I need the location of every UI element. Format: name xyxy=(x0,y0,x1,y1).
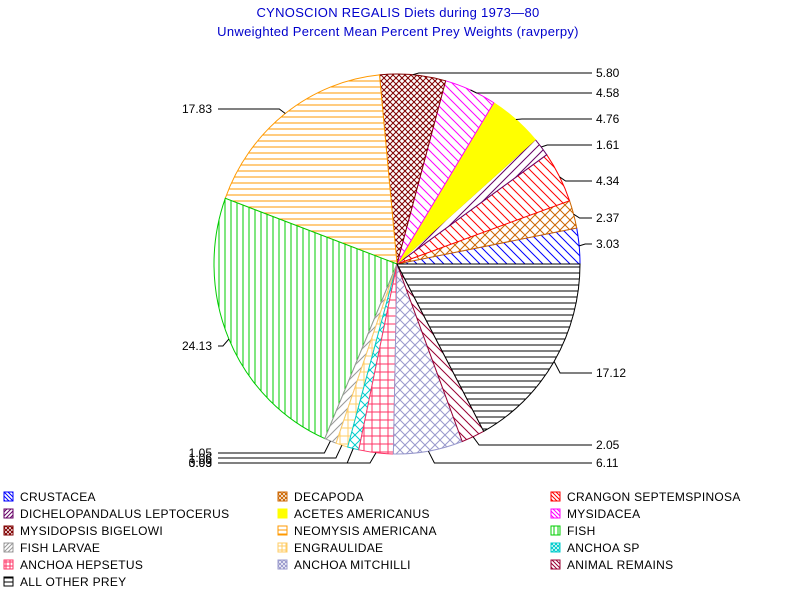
legend-label-fish-larvae: FISH LARVAE xyxy=(20,541,100,555)
legend-swatch-decapoda xyxy=(277,491,288,502)
legend-label-mysidopsis-bigelowi: MYSIDOPSIS BIGELOWI xyxy=(20,524,163,538)
legend-swatch-mysidopsis-bigelowi xyxy=(3,525,14,536)
leader-line-crangon-septemspinosa xyxy=(559,176,592,182)
legend-swatch-crustacea xyxy=(3,491,14,502)
value-label-mysidopsis-bigelowi: 5.80 xyxy=(596,66,620,80)
value-label-crangon-septemspinosa: 4.34 xyxy=(596,174,620,188)
value-label-dichelopandalus-leptocerus: 1.61 xyxy=(596,138,620,152)
legend-label-mysidacea: MYSIDACEA xyxy=(567,507,640,521)
value-label-all-other-prey: 17.12 xyxy=(596,366,626,380)
value-label-decapoda: 2.37 xyxy=(596,211,620,225)
legend-swatch-dichelopandalus-leptocerus xyxy=(3,508,14,519)
leader-line-mysidopsis-bigelowi xyxy=(412,72,592,76)
leader-line-neomysis-americana xyxy=(218,108,286,114)
legend-swatch-anchoa-sp xyxy=(550,542,561,553)
legend-swatch-all-other-prey xyxy=(3,576,14,587)
leader-line-anchoa-sp xyxy=(218,448,354,464)
leader-line-anchoa-mitchilli xyxy=(427,450,592,464)
legend-label-animal-remains: ANIMAL REMAINS xyxy=(567,558,673,572)
legend-swatch-anchoa-hepsetus xyxy=(3,559,14,570)
slice-fish xyxy=(213,197,398,440)
legend-label-fish: FISH xyxy=(567,524,596,538)
legend-swatch-mysidacea xyxy=(550,508,561,519)
leader-line-mysidacea xyxy=(470,89,592,94)
legend-label-decapoda: DECAPODA xyxy=(294,490,364,504)
legend-label-acetes-americanus: ACETES AMERICANUS xyxy=(294,507,430,521)
leader-line-animal-remains xyxy=(472,436,592,446)
slice-all-other-prey xyxy=(396,263,581,433)
value-label-anchoa-sp: 0.99 xyxy=(189,456,213,470)
value-label-engraulidae: 1.06 xyxy=(189,451,213,465)
legend-swatch-anchoa-mitchilli xyxy=(277,559,288,570)
leader-line-engraulidae xyxy=(218,444,343,459)
chart-title: CYNOSCION REGALIS Diets during 1973—80 xyxy=(256,5,539,20)
legend-label-anchoa-sp: ANCHOA SP xyxy=(567,541,640,555)
legend-label-engraulidae: ENGRAULIDAE xyxy=(294,541,383,555)
legend: CRUSTACEA DECAPODA CRANGON SEPTEMSPINOSA DI… xyxy=(3,490,741,589)
pie-slices xyxy=(213,73,581,455)
leader-line-crustacea xyxy=(579,243,592,247)
leader-line-fish-larvae xyxy=(218,440,331,454)
leader-line-decapoda xyxy=(573,213,592,219)
legend-swatch-animal-remains xyxy=(550,559,561,570)
legend-label-crustacea: CRUSTACEA xyxy=(20,490,96,504)
legend-swatch-acetes-americanus xyxy=(277,508,288,519)
value-label-animal-remains: 2.05 xyxy=(596,438,620,452)
legend-label-crangon-septemspinosa: CRANGON SEPTEMSPINOSA xyxy=(567,490,741,504)
legend-swatch-fish-larvae xyxy=(3,542,14,553)
slice-neomysis-americana xyxy=(224,74,398,265)
value-label-anchoa-hepsetus: 3.03 xyxy=(189,456,213,470)
value-label-crustacea: 3.03 xyxy=(596,237,620,251)
value-label-fish-larvae: 1.05 xyxy=(189,446,213,460)
legend-swatch-neomysis-americana xyxy=(277,525,288,536)
leader-line-anchoa-hepsetus xyxy=(218,452,377,464)
legend-swatch-fish xyxy=(550,525,561,536)
legend-label-anchoa-mitchilli: ANCHOA MITCHILLI xyxy=(294,558,411,572)
value-label-acetes-americanus: 4.76 xyxy=(596,112,620,126)
value-label-anchoa-mitchilli: 6.11 xyxy=(596,456,619,470)
value-label-neomysis-americana: 17.83 xyxy=(182,102,212,116)
slice-leader-lines xyxy=(218,72,592,464)
legend-swatch-engraulidae xyxy=(277,542,288,553)
leader-line-fish xyxy=(218,338,230,347)
legend-label-dichelopandalus-leptocerus: DICHELOPANDALUS LEPTOCERUS xyxy=(20,507,229,521)
legend-swatch-crangon-septemspinosa xyxy=(550,491,561,502)
legend-label-all-other-prey: ALL OTHER PREY xyxy=(20,575,126,589)
leader-line-acetes-americanus xyxy=(515,118,592,120)
slice-value-labels: 3.03 2.37 4.34 1.61 4.76 4.58 5.80 17.83 24.13 1.… xyxy=(182,66,626,470)
legend-label-anchoa-hepsetus: ANCHOA HEPSETUS xyxy=(20,558,143,572)
chart-subtitle: Unweighted Percent Mean Percent Prey Wei… xyxy=(217,24,579,39)
leader-line-dichelopandalus-leptocerus xyxy=(541,144,592,148)
value-label-fish: 24.13 xyxy=(182,339,212,353)
value-label-mysidacea: 4.58 xyxy=(596,86,620,100)
legend-label-neomysis-americana: NEOMYSIS AMERICANA xyxy=(294,524,437,538)
leader-line-all-other-prey xyxy=(553,361,592,374)
